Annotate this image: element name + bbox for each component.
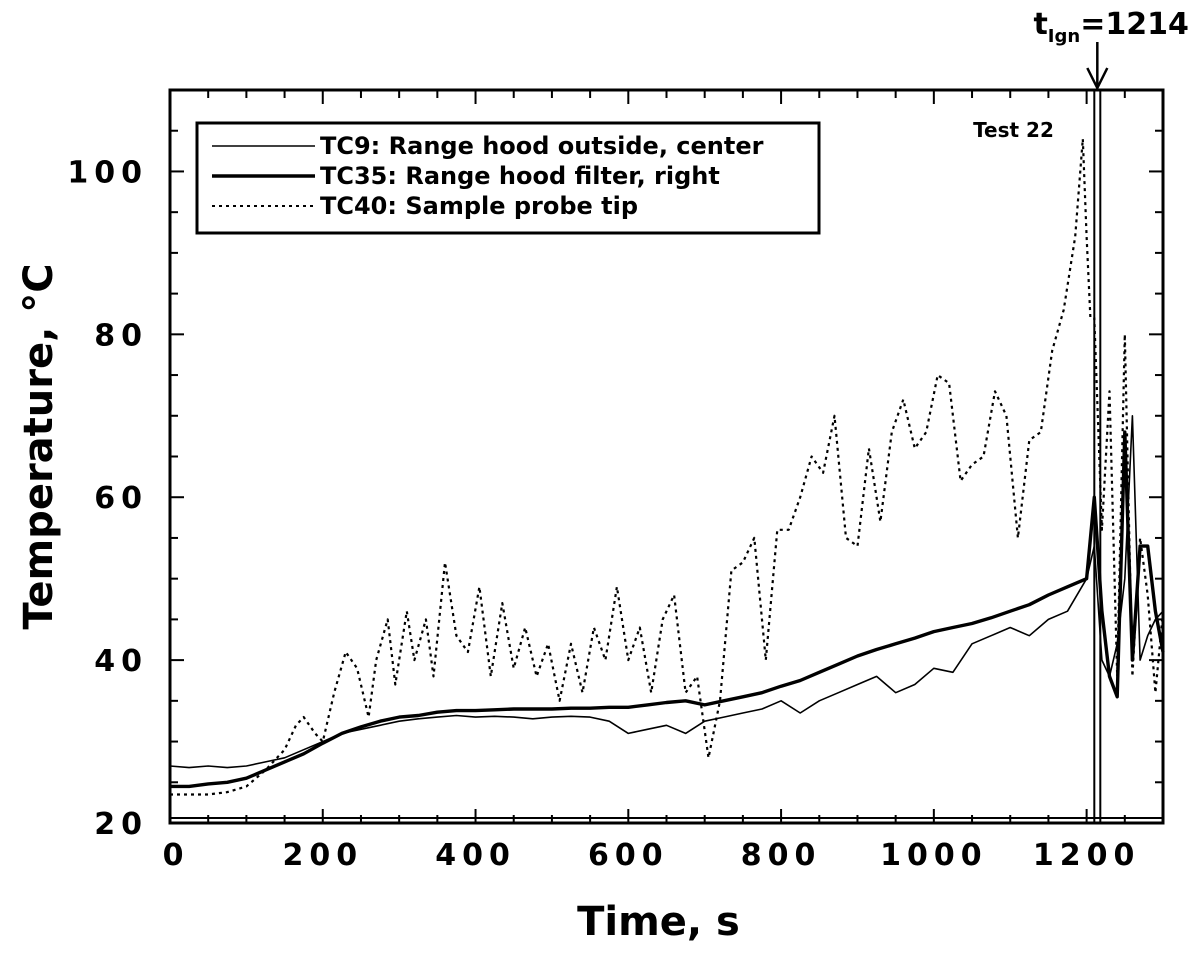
y-tick-label: 60: [94, 481, 148, 516]
series-line-0: [169, 414, 1164, 769]
series-lines: [169, 137, 1165, 796]
x-tick-label: 1200: [1033, 838, 1141, 873]
x-tick-label: 200: [282, 838, 363, 873]
y-tick-label: 100: [67, 155, 148, 190]
tick-labels: 0 200 400 600 800 1000 1200 20 40 60 80 100: [67, 155, 1141, 873]
x-tick-label: 600: [588, 838, 669, 873]
plot-frame: [168, 88, 1165, 825]
x-tick-label: 400: [435, 838, 516, 873]
x-tick-label: 800: [741, 838, 822, 873]
x-tick-label: 0: [163, 838, 190, 873]
x-axis-title: Time, s: [577, 899, 740, 945]
y-tick-label: 40: [94, 644, 148, 679]
legend-label-tc35: TC35: Range hood filter, right: [320, 162, 720, 190]
ignition-label: tIgn=1214 s: [1033, 7, 1197, 47]
legend: TC9: Range hood outside, center TC35: Ra…: [195, 121, 821, 235]
x-tick-label: 1000: [880, 838, 988, 873]
legend-box: [195, 121, 821, 235]
y-tick-label: 20: [94, 807, 148, 842]
series-line-2: [170, 137, 1165, 796]
ignition-arrow-head: [1086, 67, 1109, 91]
legend-label-tc9: TC9: Range hood outside, center: [320, 132, 764, 160]
test-label: Test 22: [973, 118, 1054, 142]
y-tick-label: 80: [94, 318, 148, 353]
legend-label-tc40: TC40: Sample probe tip: [320, 192, 638, 220]
series-line-1: [170, 430, 1165, 789]
y-axis-title: Temperature, °C: [16, 263, 62, 629]
